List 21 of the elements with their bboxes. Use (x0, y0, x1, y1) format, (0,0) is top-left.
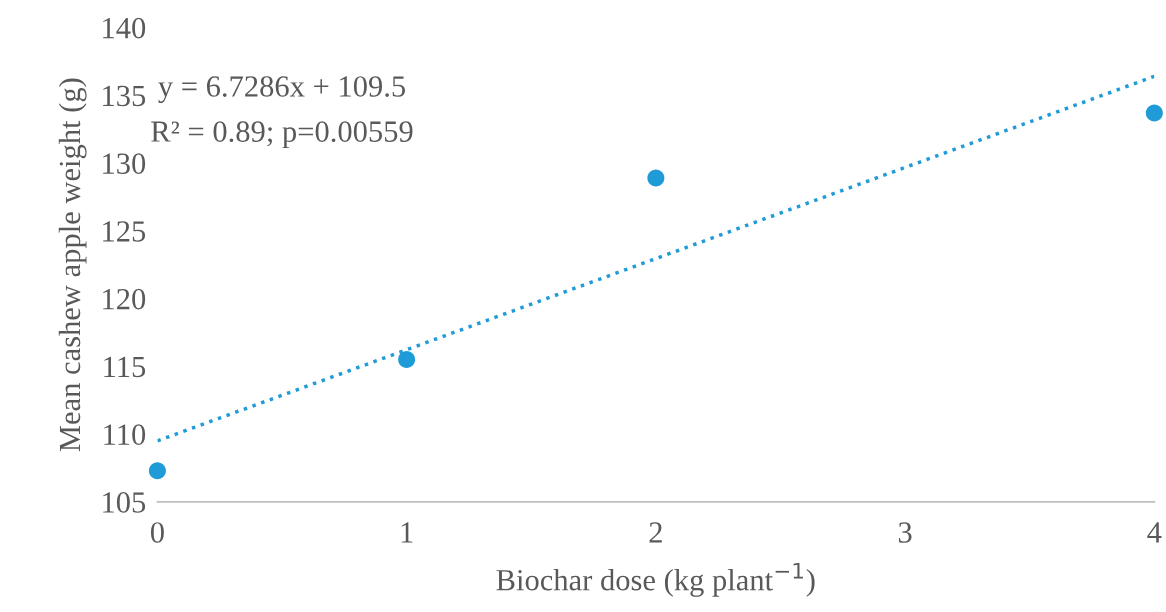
x-tick-label: 4 (1147, 522, 1162, 543)
y-tick-label: 115 (104, 356, 146, 378)
x-tick-label: 3 (898, 522, 912, 543)
point (398, 351, 416, 369)
annotation: y = 6.7286x + 109.5 (158, 76, 406, 104)
y-tick-label: 135 (103, 85, 146, 107)
point (647, 169, 665, 187)
y-tick-label: 105 (103, 492, 146, 513)
point (148, 462, 166, 480)
y-tick-label: 120 (103, 288, 146, 310)
y-tick-label: 125 (103, 221, 146, 242)
annotation: R² = 0.89; p=0.00559 (151, 121, 413, 149)
y-tick-label: 110 (104, 424, 146, 445)
x-axis-title: Biochar dose (kg plant$^{−1}$) (496, 562, 815, 597)
y-tick-label: 140 (103, 17, 146, 39)
y-axis-title: Mean cashew apple weight (g) (58, 78, 87, 452)
point (1145, 104, 1163, 122)
y-tick-label: 130 (103, 153, 146, 174)
x-tick-label: 1 (401, 522, 413, 543)
x-tick-label: 2 (649, 522, 662, 543)
x-tick-label: 0 (150, 522, 164, 543)
